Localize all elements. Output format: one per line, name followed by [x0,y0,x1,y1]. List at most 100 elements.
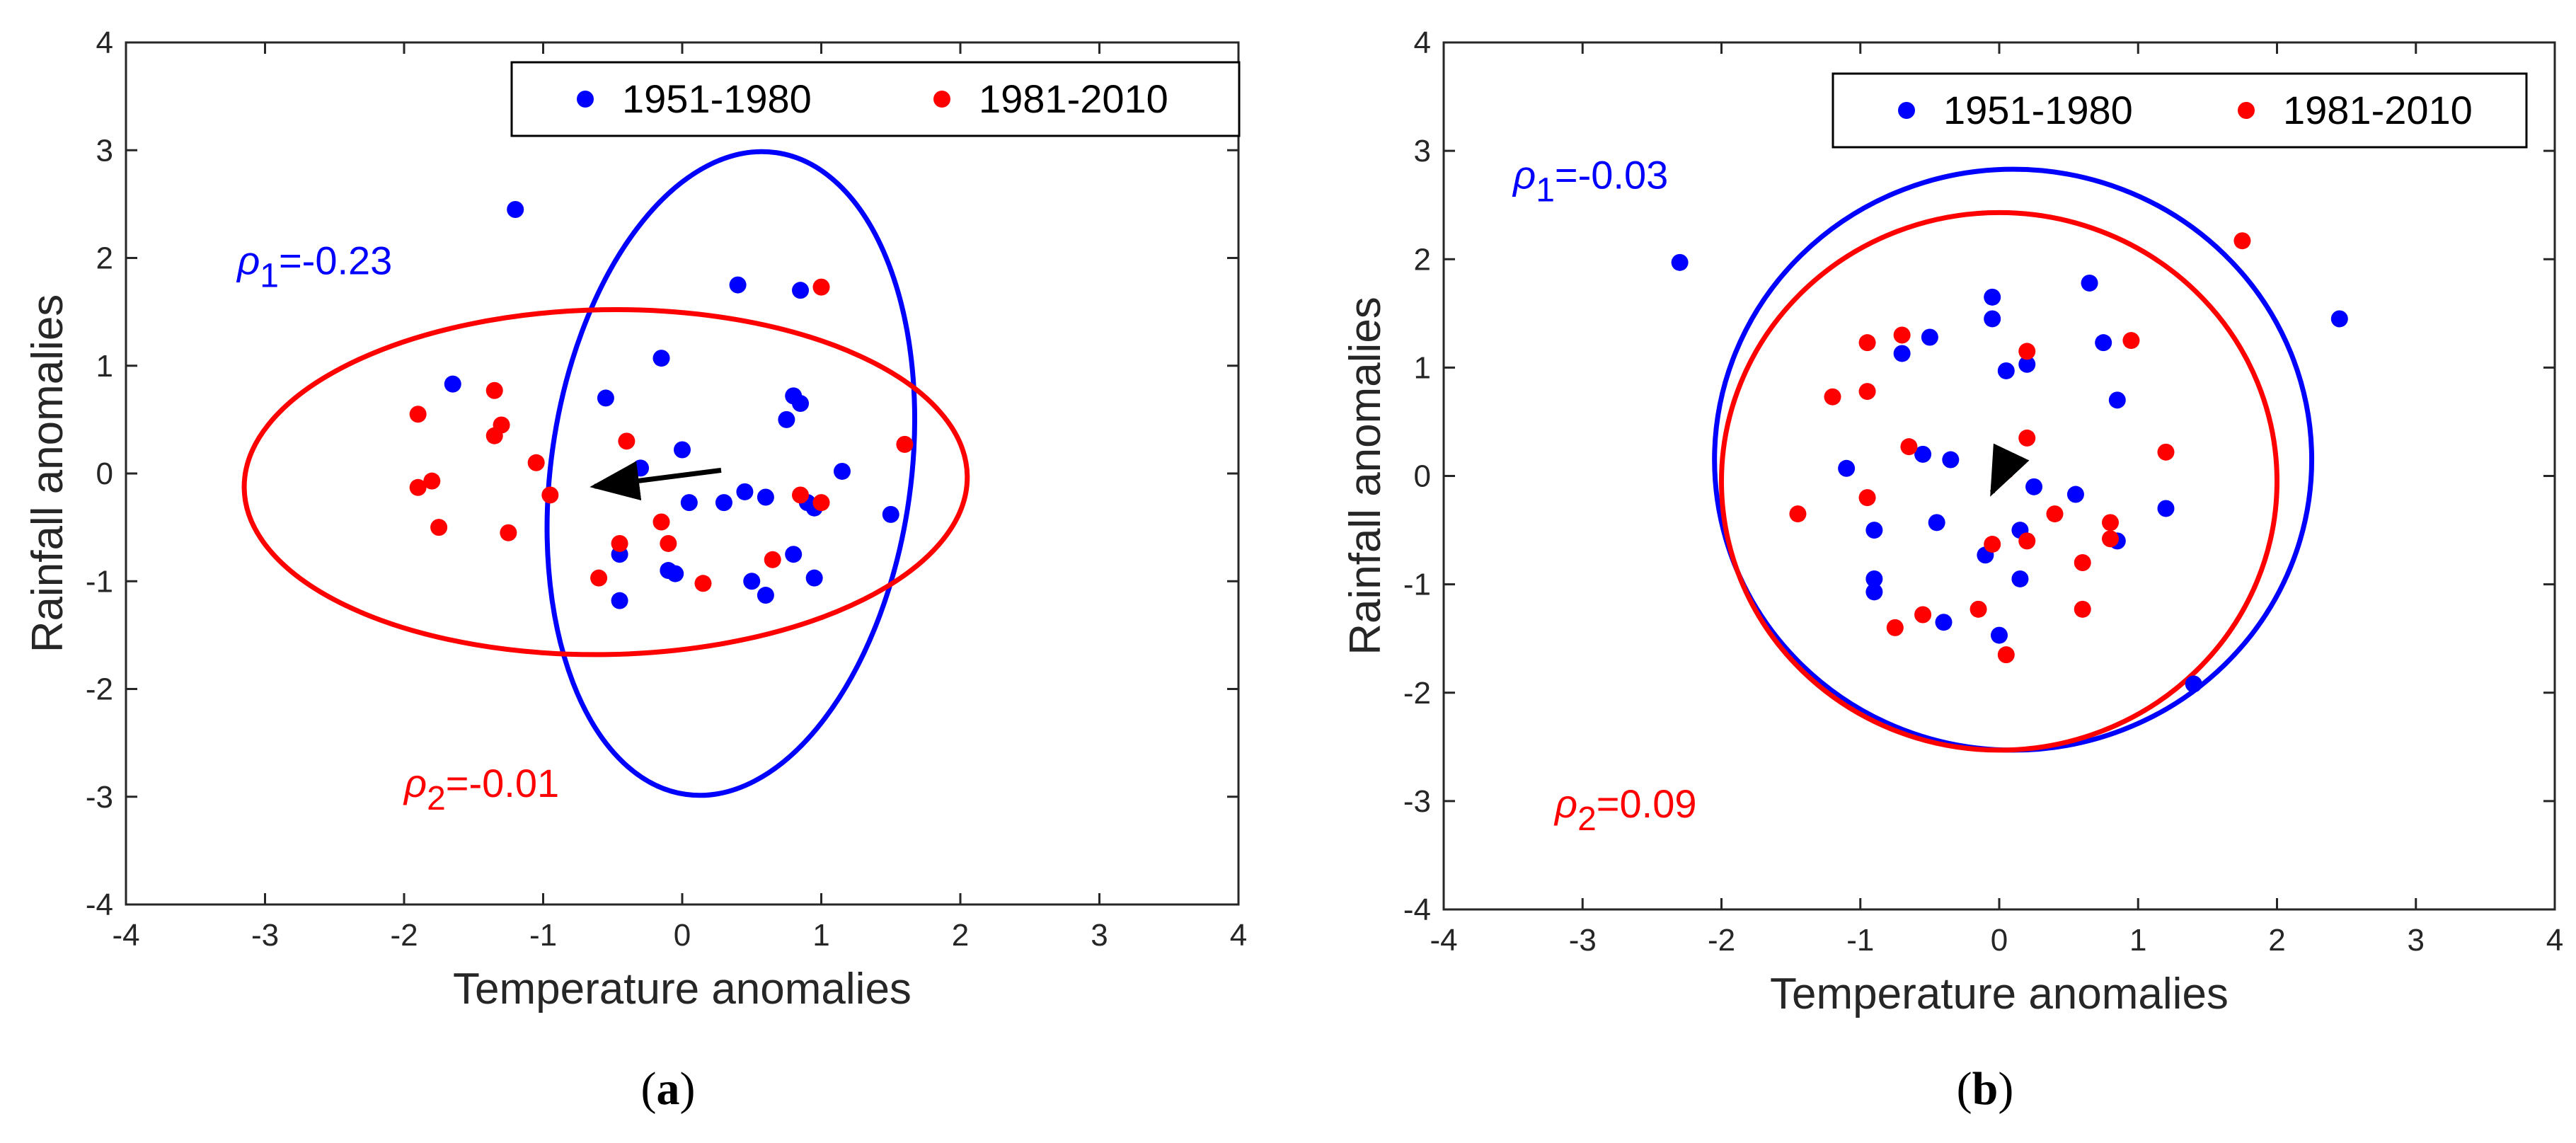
correlation-annotation: ρ1=-0.03 [1512,153,1668,209]
data-point-1981-2010 [2122,332,2140,350]
data-point-1981-2010 [409,478,427,496]
x-tick-label: 1 [2129,923,2146,958]
data-point-1951-1980 [1942,451,1960,469]
panel-label: (b) [1957,1063,2014,1115]
data-point-1981-2010 [2074,600,2091,618]
data-point-1981-2010 [2018,532,2036,550]
confidence-ellipse-1981-2010 [241,306,970,657]
y-tick-label: 4 [1414,25,1431,60]
data-point-1951-1980 [667,565,684,582]
data-point-1981-2010 [1858,489,1876,507]
data-point-1951-1980 [611,592,628,609]
data-point-1981-2010 [896,435,914,453]
data-point-1951-1980 [1935,614,1953,631]
y-tick-label: -2 [86,672,113,707]
data-point-1951-1980 [1928,514,1945,532]
data-point-1951-1980 [1671,253,1689,271]
y-axis-label: Rainfall anomalies [1341,297,1390,655]
confidence-ellipse-1951-1980 [1712,166,2315,753]
data-point-1981-2010 [618,432,636,450]
data-point-1981-2010 [2018,343,2036,360]
data-point-1981-2010 [1997,646,2015,664]
data-point-1951-1980 [680,494,698,512]
data-point-1951-1980 [1921,328,1938,346]
y-tick-label: -1 [1403,568,1431,602]
rho-value: =-0.23 [279,238,392,282]
x-tick-label: -1 [1846,923,1874,958]
data-point-1951-1980 [2330,310,2348,328]
rho-value: =-0.01 [446,761,559,805]
data-point-1951-1980 [785,546,803,563]
legend-entry-label: 1951-1980 [622,76,812,121]
data-point-1951-1980 [2018,355,2036,373]
confidence-ellipse-1951-1980 [544,149,917,798]
data-point-1981-2010 [527,454,545,471]
legend-marker [933,91,950,108]
y-tick-label: 2 [96,241,113,276]
y-tick-label: 3 [1414,134,1431,168]
x-tick-label: 1 [812,918,829,953]
data-point-1951-1980 [757,587,774,604]
chart-panel-b: -4 -3 -2 -1 0 1 2 3 4 -4 -3 -2 -1 0 1 2 3 4 1951-1980 1981… [1341,25,2563,1115]
x-tick-label: 2 [2268,923,2285,958]
data-point-1951-1980 [2108,391,2126,409]
x-tick-label: -4 [1430,923,1457,958]
rho-subscript: 1 [260,257,279,294]
points-group [1671,232,2348,693]
x-tick-label: 0 [1991,923,2008,958]
x-tick-label: 3 [2408,923,2425,958]
data-point-1951-1980 [792,282,810,299]
data-point-1951-1980 [757,488,774,506]
data-point-1981-2010 [660,534,677,552]
x-axis-label: Temperature anomalies [453,965,912,1013]
data-point-1981-2010 [409,406,427,423]
ticks-group: -4 -3 -2 -1 0 1 2 3 4 -4 -3 -2 -1 0 1 2 3 4 [1403,25,2563,958]
data-point-1981-2010 [1984,535,2001,553]
data-point-1981-2010 [1858,383,1876,401]
y-tick-label: -1 [86,564,113,599]
panel-label: (a) [641,1063,696,1115]
legend-entry-label: 1981-2010 [2283,88,2473,132]
x-axis-label: Temperature anomalies [1770,970,2229,1018]
x-tick-label: 3 [1091,918,1108,953]
data-point-1981-2010 [1824,388,1841,406]
legend-marker [1898,102,1915,119]
arrow-group [590,461,722,501]
x-tick-label: 4 [2546,923,2563,958]
data-point-1951-1980 [715,494,732,512]
data-point-1981-2010 [485,427,503,444]
x-tick-label: -3 [251,918,279,953]
arrow-group [1990,443,2030,497]
points-group [409,200,914,609]
x-tick-label: -4 [112,918,139,953]
y-axis-label: Rainfall anomalies [23,294,72,653]
y-tick-label: -4 [1403,892,1431,927]
data-point-1951-1980 [1865,522,1883,539]
y-tick-label: 3 [96,133,113,168]
data-point-1951-1980 [2081,274,2098,292]
data-point-1951-1980 [674,441,691,459]
data-point-1951-1980 [778,410,795,428]
x-tick-label: 0 [674,918,691,953]
data-point-1951-1980 [743,573,761,590]
y-tick-label: 1 [1414,350,1431,385]
data-point-1981-2010 [694,575,712,592]
x-tick-label: 4 [1230,918,1247,953]
data-point-1981-2010 [430,519,448,536]
data-point-1951-1980 [2011,570,2029,587]
rho-symbol: ρ [1553,781,1577,826]
data-point-1981-2010 [652,513,670,531]
panel-label-letter: b [1972,1063,1999,1115]
legend-box [510,61,1241,137]
data-point-1951-1980 [652,350,670,367]
correlation-annotation: ρ2=-0.01 [403,761,559,817]
legend-box [1832,72,2528,149]
y-tick-label: -2 [1403,676,1431,711]
data-point-1981-2010 [1893,326,1911,344]
data-point-1951-1980 [2095,334,2112,352]
data-point-1981-2010 [590,569,608,587]
panel-label-close: ) [680,1063,696,1115]
y-tick-label: 0 [96,456,113,491]
data-point-1981-2010 [1858,334,1876,352]
